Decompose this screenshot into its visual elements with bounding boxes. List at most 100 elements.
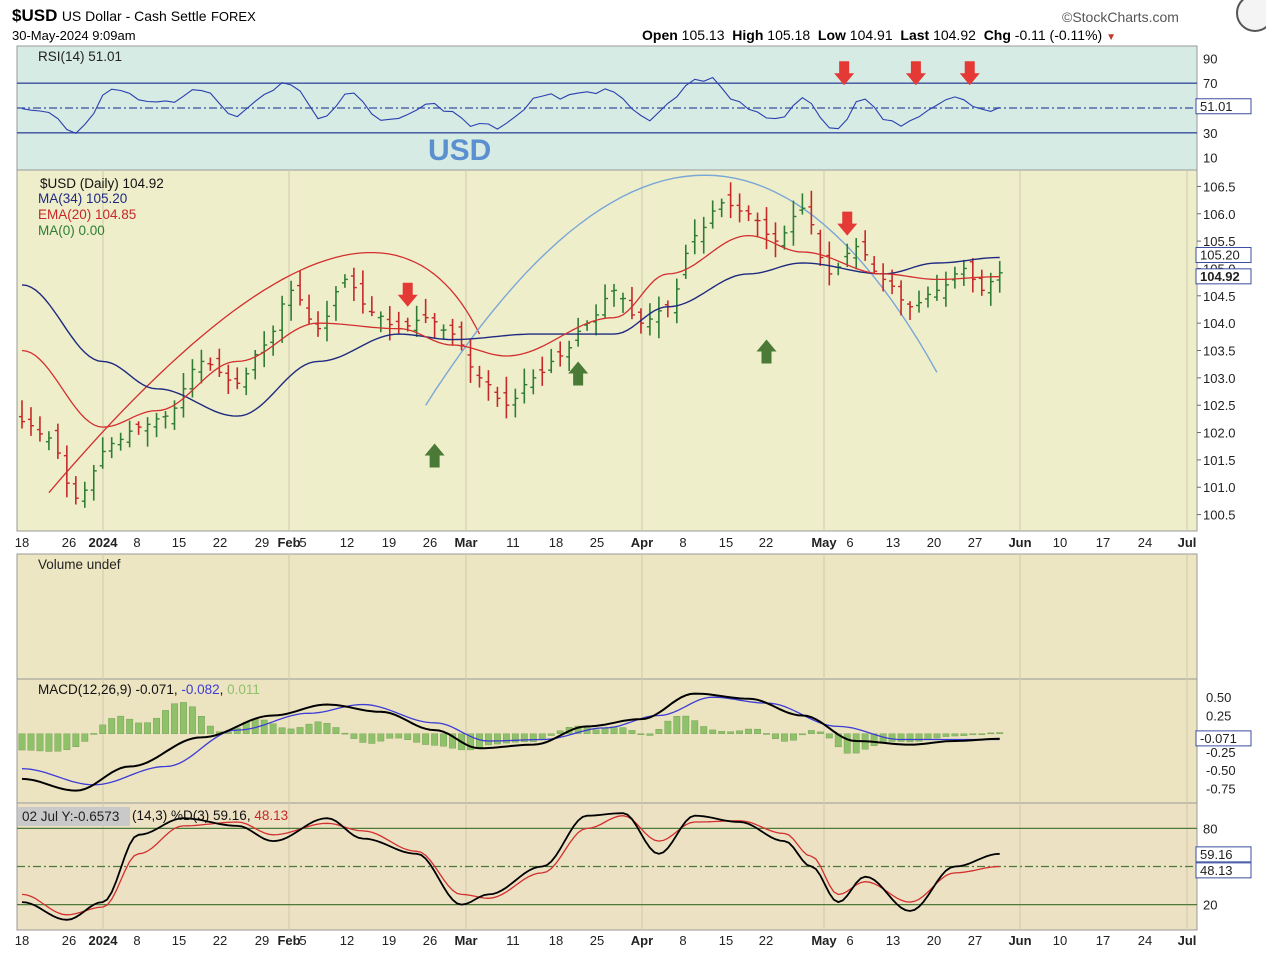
ohlc-bar xyxy=(942,271,949,307)
histogram-bar xyxy=(467,733,474,751)
x-tick-label: 24 xyxy=(1138,933,1152,948)
histogram-bar xyxy=(341,732,349,735)
x-tick-label: 15 xyxy=(719,933,733,948)
window-button[interactable] xyxy=(1236,0,1266,32)
arrow-down-icon xyxy=(397,282,418,307)
arrow-down-icon xyxy=(959,61,980,86)
ohlc-bar xyxy=(682,244,689,279)
ohlc-bar xyxy=(494,386,501,407)
x-tick-label: 20 xyxy=(927,933,941,948)
macd-value-tag: -0.071 xyxy=(1200,731,1237,746)
x-tick-label: 19 xyxy=(382,535,396,550)
histogram-bar xyxy=(520,733,528,742)
ohlc-bar xyxy=(54,423,61,459)
ohlc-bar xyxy=(476,365,483,388)
stochastic-plot xyxy=(17,812,1197,921)
ohlc-bar xyxy=(718,198,725,218)
ohlc-bar xyxy=(422,298,429,324)
ohlc-bar xyxy=(996,261,1003,293)
histogram-bar xyxy=(547,733,555,736)
histogram-bar xyxy=(745,728,752,734)
histogram-bar xyxy=(781,733,788,742)
histogram-bar xyxy=(485,733,492,746)
ohlc-bar xyxy=(297,270,304,306)
x-tick-label: May xyxy=(811,933,837,948)
ohlc-bar xyxy=(871,256,878,275)
arrow-up-icon xyxy=(568,361,589,386)
ohlc-bar xyxy=(844,243,851,268)
histogram-bar xyxy=(305,723,313,734)
macd-line xyxy=(21,692,1000,792)
x-tick-label: 12 xyxy=(340,535,354,550)
x-tick-label: Apr xyxy=(631,535,653,550)
ohlc-bar xyxy=(808,190,815,235)
ohlc-bar xyxy=(117,432,124,451)
histogram-bar xyxy=(126,718,134,734)
price-y-tick: 101.0 xyxy=(1203,480,1236,495)
histogram-bar xyxy=(332,727,340,734)
ohlc-bar xyxy=(332,286,339,321)
chart-symbol-line: $USD US Dollar - Cash Settle FOREX xyxy=(12,6,256,26)
ohlc-bar xyxy=(126,420,133,448)
histogram-bar xyxy=(287,728,295,734)
x-tick-label: Mar xyxy=(454,933,477,948)
x-tick-label: Mar xyxy=(454,535,477,550)
histogram-bar xyxy=(27,733,35,751)
ohlc-bar xyxy=(691,219,698,255)
histogram-bar xyxy=(727,731,735,734)
ohlc-bar xyxy=(512,388,519,418)
percent-d-line xyxy=(21,815,1000,916)
macd-y-tick: -0.75 xyxy=(1206,781,1236,796)
x-tick-label: 26 xyxy=(423,535,437,550)
histogram-bar xyxy=(673,716,681,734)
open-value: 105.13 xyxy=(681,27,725,43)
last-label: Last xyxy=(900,27,930,43)
x-tick-label: 20 xyxy=(927,535,941,550)
ohlc-bar xyxy=(575,317,582,347)
histogram-bar xyxy=(763,733,770,735)
histogram-bar xyxy=(888,733,896,742)
ohlc-bar xyxy=(960,259,967,286)
ohlc-bar xyxy=(548,348,555,374)
ohlc-bar xyxy=(252,349,259,380)
histogram-bar xyxy=(413,733,421,743)
histogram-bar xyxy=(54,733,62,752)
histogram-bar xyxy=(162,710,169,734)
histogram-bar xyxy=(529,733,537,742)
ohlc-bar xyxy=(754,212,761,237)
price-plot xyxy=(19,174,1003,508)
ohlc-bar xyxy=(700,216,707,254)
ohlc-bar xyxy=(19,400,25,429)
ohlc-bar xyxy=(270,325,277,356)
rsi-plot xyxy=(17,61,1197,134)
ohlc-bar xyxy=(727,182,734,219)
price-y-tick: 101.5 xyxy=(1203,453,1236,468)
x-tick-label: 29 xyxy=(255,535,269,550)
ohlc-bar xyxy=(440,324,447,340)
histogram-bar xyxy=(511,733,519,743)
x-tick-label: 18 xyxy=(15,535,29,550)
histogram-bar xyxy=(987,732,995,735)
histogram-bar xyxy=(816,731,824,734)
ohlc-bar xyxy=(63,445,70,498)
d-value-tag: 48.13 xyxy=(1200,863,1233,878)
price-y-tick: 106.0 xyxy=(1203,207,1236,222)
price-value-tag-box xyxy=(1195,268,1252,285)
ohlc-bar xyxy=(243,367,250,396)
x-tick-label: 6 xyxy=(846,933,853,948)
macd-y-tick: -0.50 xyxy=(1206,763,1236,778)
histogram-bar xyxy=(996,732,1004,734)
histogram-bar xyxy=(502,733,510,744)
price-y-tick: 100.5 xyxy=(1203,508,1236,523)
ohlc-bar xyxy=(288,280,295,321)
x-tick-label: 11 xyxy=(506,933,520,948)
histogram-bar xyxy=(879,733,887,744)
ohlc-bar xyxy=(853,238,860,270)
ohlc-bar xyxy=(207,357,214,371)
ohlc-bar xyxy=(503,376,510,419)
histogram-bar xyxy=(718,731,726,734)
histogram-bar xyxy=(960,733,968,736)
histogram-bar xyxy=(395,733,403,739)
